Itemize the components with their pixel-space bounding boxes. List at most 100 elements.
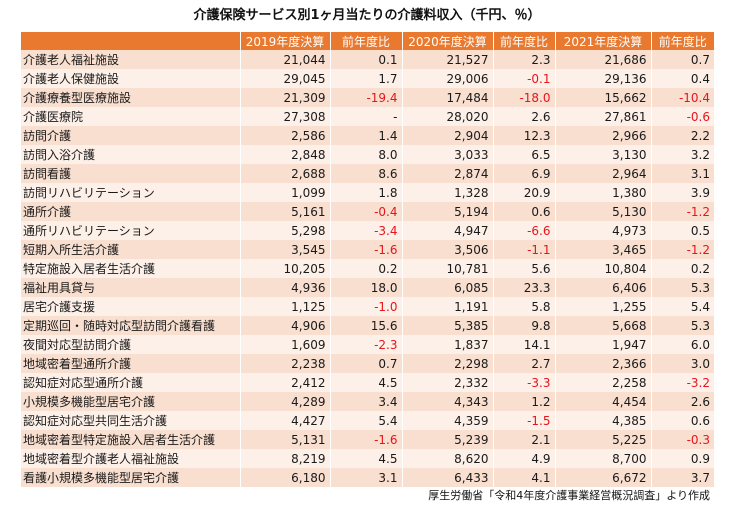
value-2021-cell: 4,385 bbox=[555, 411, 652, 430]
value-2019-cell: 4,289 bbox=[240, 392, 331, 411]
source-note: 厚生労働省「令和4年度介護事業経営概況調査」より作成 bbox=[428, 489, 710, 502]
value-2020-cell: 2,874 bbox=[402, 164, 494, 183]
service-name-cell: 地域密着型特定施設入居者生活介護 bbox=[21, 430, 241, 449]
value-2021-cell: 6,406 bbox=[555, 278, 652, 297]
yoy-2020-cell: 5.8 bbox=[493, 297, 556, 316]
value-2021-cell: 2,258 bbox=[555, 373, 652, 392]
service-name-cell: 地域密着型通所介護 bbox=[21, 354, 241, 373]
value-2020-cell: 5,239 bbox=[402, 430, 494, 449]
table-row: 地域密着型介護老人福祉施設 8,219 4.5 8,620 4.9 8,700 0.9 bbox=[21, 449, 714, 468]
service-name-cell: 認知症対応型通所介護 bbox=[21, 373, 241, 392]
table-row: 地域密着型通所介護 2,238 0.7 2,298 2.7 2,366 3.0 bbox=[21, 354, 714, 373]
value-2020-cell: 8,620 bbox=[402, 449, 494, 468]
yoy-2021-cell: 0.9 bbox=[651, 449, 714, 468]
value-2021-cell: 2,366 bbox=[555, 354, 652, 373]
yoy-2021-cell: 0.4 bbox=[651, 69, 714, 88]
yoy-2020-cell: 2.6 bbox=[493, 107, 556, 126]
service-name-cell: 夜間対応型訪問介護 bbox=[21, 335, 241, 354]
yoy-2020-cell: 4.1 bbox=[493, 468, 556, 487]
value-2019-cell: 3,545 bbox=[240, 240, 331, 259]
yoy-2020-cell: -1.5 bbox=[493, 411, 556, 430]
value-2019-cell: 2,238 bbox=[240, 354, 331, 373]
table-row: 看護小規模多機能型居宅介護 6,180 3.1 6,433 4.1 6,672 3.7 bbox=[21, 468, 714, 487]
yoy-2021-cell: 2.6 bbox=[651, 392, 714, 411]
yoy-2020-cell: 6.5 bbox=[493, 145, 556, 164]
yoy-2021-cell: -0.6 bbox=[651, 107, 714, 126]
yoy-2019-cell: 4.5 bbox=[330, 373, 403, 392]
table-row: 訪問介護 2,586 1.4 2,904 12.3 2,966 2.2 bbox=[21, 126, 714, 145]
value-2020-cell: 21,527 bbox=[402, 50, 494, 69]
yoy-2021-cell: 6.0 bbox=[651, 335, 714, 354]
value-2019-cell: 4,427 bbox=[240, 411, 331, 430]
yoy-2020-cell: 6.9 bbox=[493, 164, 556, 183]
value-2020-cell: 3,033 bbox=[402, 145, 494, 164]
table-row: 通所リハビリテーション 5,298 -3.4 4,947 -6.6 4,973 0.5 bbox=[21, 221, 714, 240]
value-2020-cell: 5,385 bbox=[402, 316, 494, 335]
yoy-2021-cell: 5.4 bbox=[651, 297, 714, 316]
yoy-2021-cell: -1.2 bbox=[651, 202, 714, 221]
yoy-2019-cell: 1.4 bbox=[330, 126, 403, 145]
yoy-2019-cell: 1.8 bbox=[330, 183, 403, 202]
yoy-2019-cell: 0.7 bbox=[330, 354, 403, 373]
value-2021-cell: 29,136 bbox=[555, 69, 652, 88]
value-2019-cell: 5,131 bbox=[240, 430, 331, 449]
yoy-2020-cell: -18.0 bbox=[493, 88, 556, 107]
yoy-2019-cell: -19.4 bbox=[330, 88, 403, 107]
value-2019-cell: 1,609 bbox=[240, 335, 331, 354]
value-2020-cell: 17,484 bbox=[402, 88, 494, 107]
service-name-cell: 介護老人保健施設 bbox=[21, 69, 241, 88]
yoy-2020-cell: 2.7 bbox=[493, 354, 556, 373]
service-name-cell: 認知症対応型共同生活介護 bbox=[21, 411, 241, 430]
value-2020-cell: 4,947 bbox=[402, 221, 494, 240]
value-2020-cell: 10,781 bbox=[402, 259, 494, 278]
value-2019-cell: 6,180 bbox=[240, 468, 331, 487]
yoy-2021-cell: 3.7 bbox=[651, 468, 714, 487]
yoy-2020-cell: -0.1 bbox=[493, 69, 556, 88]
table-row: 定期巡回・随時対応型訪問介護看護 4,906 15.6 5,385 9.8 5,668 5.… bbox=[21, 316, 714, 335]
yoy-2020-cell: 14.1 bbox=[493, 335, 556, 354]
yoy-2020-cell: 23.3 bbox=[493, 278, 556, 297]
service-name-cell: 地域密着型介護老人福祉施設 bbox=[21, 449, 241, 468]
yoy-2021-cell: 5.3 bbox=[651, 278, 714, 297]
table-row: 認知症対応型共同生活介護 4,427 5.4 4,359 -1.5 4,385 0.6 bbox=[21, 411, 714, 430]
value-2021-cell: 5,130 bbox=[555, 202, 652, 221]
yoy-2019-cell: -3.4 bbox=[330, 221, 403, 240]
yoy-2021-cell: 3.2 bbox=[651, 145, 714, 164]
yoy-2021-cell: -10.4 bbox=[651, 88, 714, 107]
value-2019-cell: 2,586 bbox=[240, 126, 331, 145]
service-name-cell: 訪問介護 bbox=[21, 126, 241, 145]
yoy-2021-cell: 3.1 bbox=[651, 164, 714, 183]
table-row: 夜間対応型訪問介護 1,609 -2.3 1,837 14.1 1,947 6.0 bbox=[21, 335, 714, 354]
value-2019-cell: 4,936 bbox=[240, 278, 331, 297]
value-2021-cell: 5,668 bbox=[555, 316, 652, 335]
yoy-2021-cell: -3.2 bbox=[651, 373, 714, 392]
yoy-2020-cell: 4.9 bbox=[493, 449, 556, 468]
value-2020-cell: 4,359 bbox=[402, 411, 494, 430]
service-name-cell: 訪問入浴介護 bbox=[21, 145, 241, 164]
value-2019-cell: 2,412 bbox=[240, 373, 331, 392]
service-name-cell: 通所介護 bbox=[21, 202, 241, 221]
value-2020-cell: 1,328 bbox=[402, 183, 494, 202]
value-2021-cell: 6,672 bbox=[555, 468, 652, 487]
table-row: 小規模多機能型居宅介護 4,289 3.4 4,343 1.2 4,454 2.6 bbox=[21, 392, 714, 411]
yoy-2020-cell: 9.8 bbox=[493, 316, 556, 335]
table-row: 訪問入浴介護 2,848 8.0 3,033 6.5 3,130 3.2 bbox=[21, 145, 714, 164]
service-name-cell: 介護医療院 bbox=[21, 107, 241, 126]
table-row: 介護医療院 27,308-28,020 2.6 27,861 -0.6 bbox=[21, 107, 714, 126]
table-row: 福祉用具貸与 4,936 18.0 6,085 23.3 6,406 5.3 bbox=[21, 278, 714, 297]
table-title: 介護保険サービス別1ヶ月当たりの介護料収入（千円、％） bbox=[193, 8, 541, 23]
yoy-2019-cell: -0.4 bbox=[330, 202, 403, 221]
value-2019-cell: 2,688 bbox=[240, 164, 331, 183]
value-2021-cell: 1,255 bbox=[555, 297, 652, 316]
value-2019-cell: 5,298 bbox=[240, 221, 331, 240]
service-name-cell: 訪問看護 bbox=[21, 164, 241, 183]
table-row: 訪問看護 2,688 8.6 2,874 6.9 2,964 3.1 bbox=[21, 164, 714, 183]
value-2021-cell: 3,465 bbox=[555, 240, 652, 259]
service-name-cell: 介護老人福祉施設 bbox=[21, 50, 241, 69]
header-2020-settlement: 2020年度決算 bbox=[402, 32, 494, 50]
yoy-2020-cell: 20.9 bbox=[493, 183, 556, 202]
yoy-2019-cell: 18.0 bbox=[330, 278, 403, 297]
service-name-cell: 短期入所生活介護 bbox=[21, 240, 241, 259]
value-2019-cell: 5,161 bbox=[240, 202, 331, 221]
revenue-table: 2019年度決算 前年度比 2020年度決算 前年度比 2021年度決算 前年度… bbox=[21, 32, 714, 487]
